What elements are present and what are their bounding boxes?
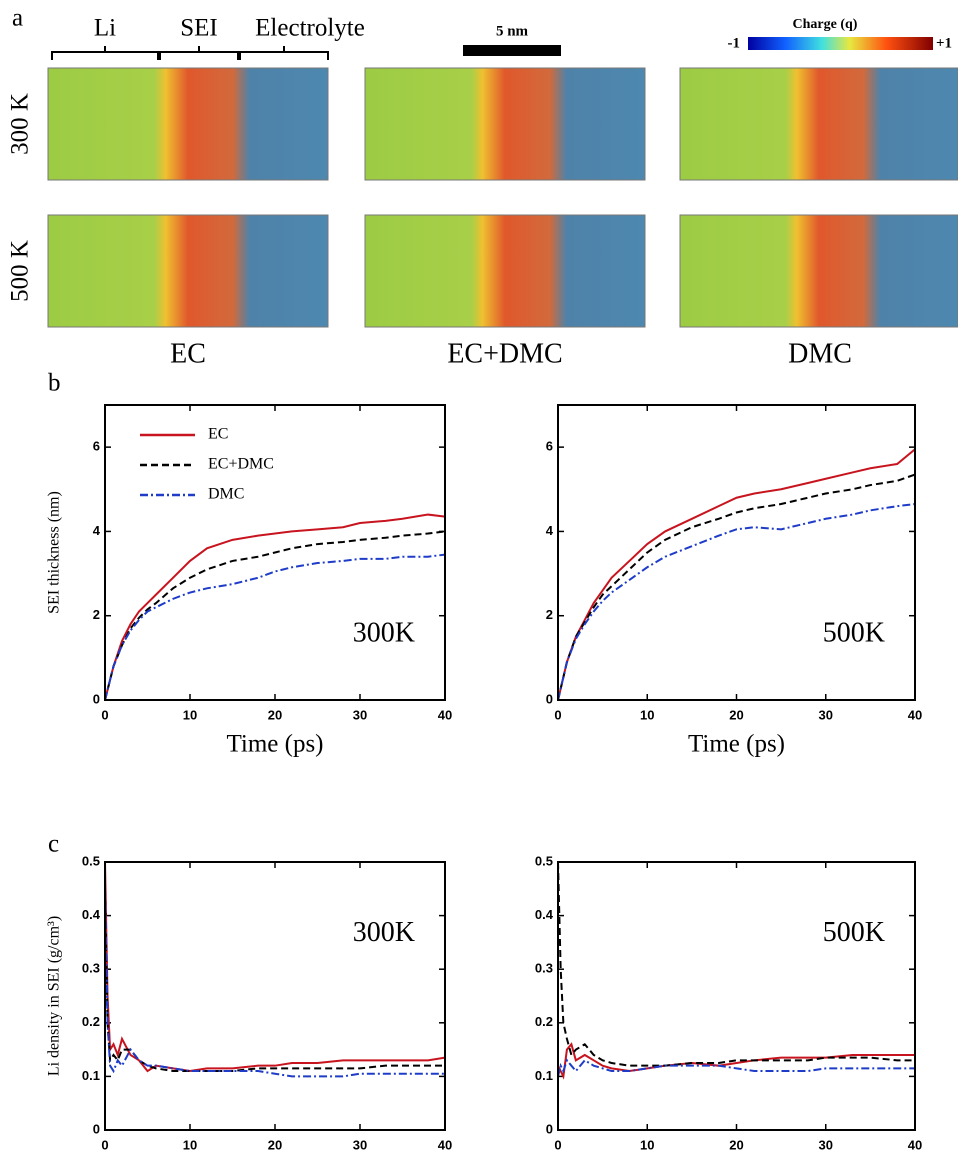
data-line (557, 473, 916, 701)
data-line (104, 888, 445, 1078)
x-tick-label: 10 (183, 707, 197, 722)
row-label: 300 K (7, 93, 34, 155)
data-line (104, 553, 446, 701)
colorbar-min: -1 (728, 35, 741, 51)
x-tick-label: 30 (819, 1137, 833, 1152)
x-tick-label: 0 (554, 707, 561, 722)
legend-label: DMC (208, 486, 244, 503)
plot-frame (557, 404, 916, 701)
plot-frame (104, 404, 446, 701)
legend-label: EC+DMC (208, 456, 274, 473)
y-tick-label: 0.1 (82, 1068, 100, 1083)
y-tick-label: 0.2 (82, 1014, 100, 1029)
y-tick-label: 0 (93, 691, 100, 706)
x-tick-label: 40 (908, 707, 922, 722)
x-tick-label: 10 (640, 1137, 654, 1152)
x-tick-label: 0 (101, 707, 108, 722)
data-line (104, 530, 446, 701)
colorbar-max: +1 (936, 35, 952, 51)
simulation-images (47, 67, 958, 328)
x-tick-label: 20 (268, 707, 282, 722)
x-tick-label: 20 (729, 1137, 743, 1152)
region-label: Electrolyte (255, 15, 365, 42)
region-label: Li (94, 15, 116, 42)
x-tick-label: 20 (268, 1137, 282, 1152)
plot-frame (104, 861, 446, 1131)
y-tick-label: 0.3 (535, 961, 553, 976)
y-tick-label: 0 (93, 1121, 100, 1136)
panel-label: c (48, 831, 59, 858)
simulation-image (679, 67, 958, 181)
y-tick-label: 0 (546, 691, 553, 706)
x-tick-label: 30 (819, 707, 833, 722)
region-label: SEI (180, 15, 218, 42)
simulation-image (47, 67, 329, 181)
column-label: EC (170, 338, 206, 369)
data-line (557, 861, 915, 1067)
data-line (557, 503, 916, 701)
colorbar-title: Charge (q) (793, 17, 858, 32)
x-axis-label: Time (ps) (688, 731, 785, 758)
x-tick-label: 10 (183, 1137, 197, 1152)
y-tick-label: 6 (546, 439, 553, 454)
column-label: DMC (788, 338, 852, 369)
region-braces (51, 46, 329, 60)
x-tick-label: 40 (438, 1137, 452, 1152)
simulation-image (679, 214, 958, 328)
y-tick-label: 2 (93, 607, 100, 622)
x-tick-label: 0 (101, 1137, 108, 1152)
simulation-image (47, 214, 329, 328)
x-tick-label: 0 (554, 1137, 561, 1152)
x-axis-label: Time (ps) (226, 731, 323, 758)
y-tick-label: 0.4 (82, 907, 101, 922)
data-line (104, 861, 446, 1073)
y-tick-label: 0 (546, 1121, 553, 1136)
annotation: 500K (823, 917, 885, 948)
x-tick-label: 40 (908, 1137, 922, 1152)
data-line (557, 448, 916, 701)
annotation: 300K (353, 618, 415, 649)
plot-frame (557, 861, 916, 1131)
y-axis-label: SEI thickness (nm) (46, 491, 63, 614)
panel-label: b (48, 370, 61, 397)
y-axis-label: Li density in SEI (g/cm³) (46, 916, 63, 1076)
y-tick-label: 0.5 (82, 853, 100, 868)
colorbar (748, 37, 933, 50)
x-tick-label: 10 (640, 707, 654, 722)
row-label: 500 K (7, 240, 34, 302)
scale-bar (463, 45, 561, 56)
panel-label: a (12, 5, 23, 32)
y-tick-label: 0.4 (535, 907, 554, 922)
data-line (104, 513, 446, 701)
y-tick-label: 6 (93, 439, 100, 454)
y-tick-label: 2 (546, 607, 553, 622)
simulation-image (364, 214, 646, 328)
y-tick-label: 4 (546, 523, 554, 538)
annotation: 500K (823, 618, 885, 649)
y-tick-label: 4 (93, 523, 101, 538)
column-label: EC+DMC (447, 338, 562, 369)
simulation-image (364, 67, 646, 181)
x-tick-label: 30 (353, 707, 367, 722)
annotation: 300K (353, 917, 415, 948)
y-tick-label: 0.2 (535, 1014, 553, 1029)
x-tick-label: 40 (438, 707, 452, 722)
scale-bar-label: 5 nm (496, 23, 529, 39)
y-tick-label: 0.5 (535, 853, 553, 868)
x-tick-label: 30 (353, 1137, 367, 1152)
legend-label: EC (208, 426, 228, 443)
x-tick-label: 20 (729, 707, 743, 722)
y-tick-label: 0.1 (535, 1068, 553, 1083)
y-tick-label: 0.3 (82, 961, 100, 976)
data-line (557, 1058, 915, 1077)
